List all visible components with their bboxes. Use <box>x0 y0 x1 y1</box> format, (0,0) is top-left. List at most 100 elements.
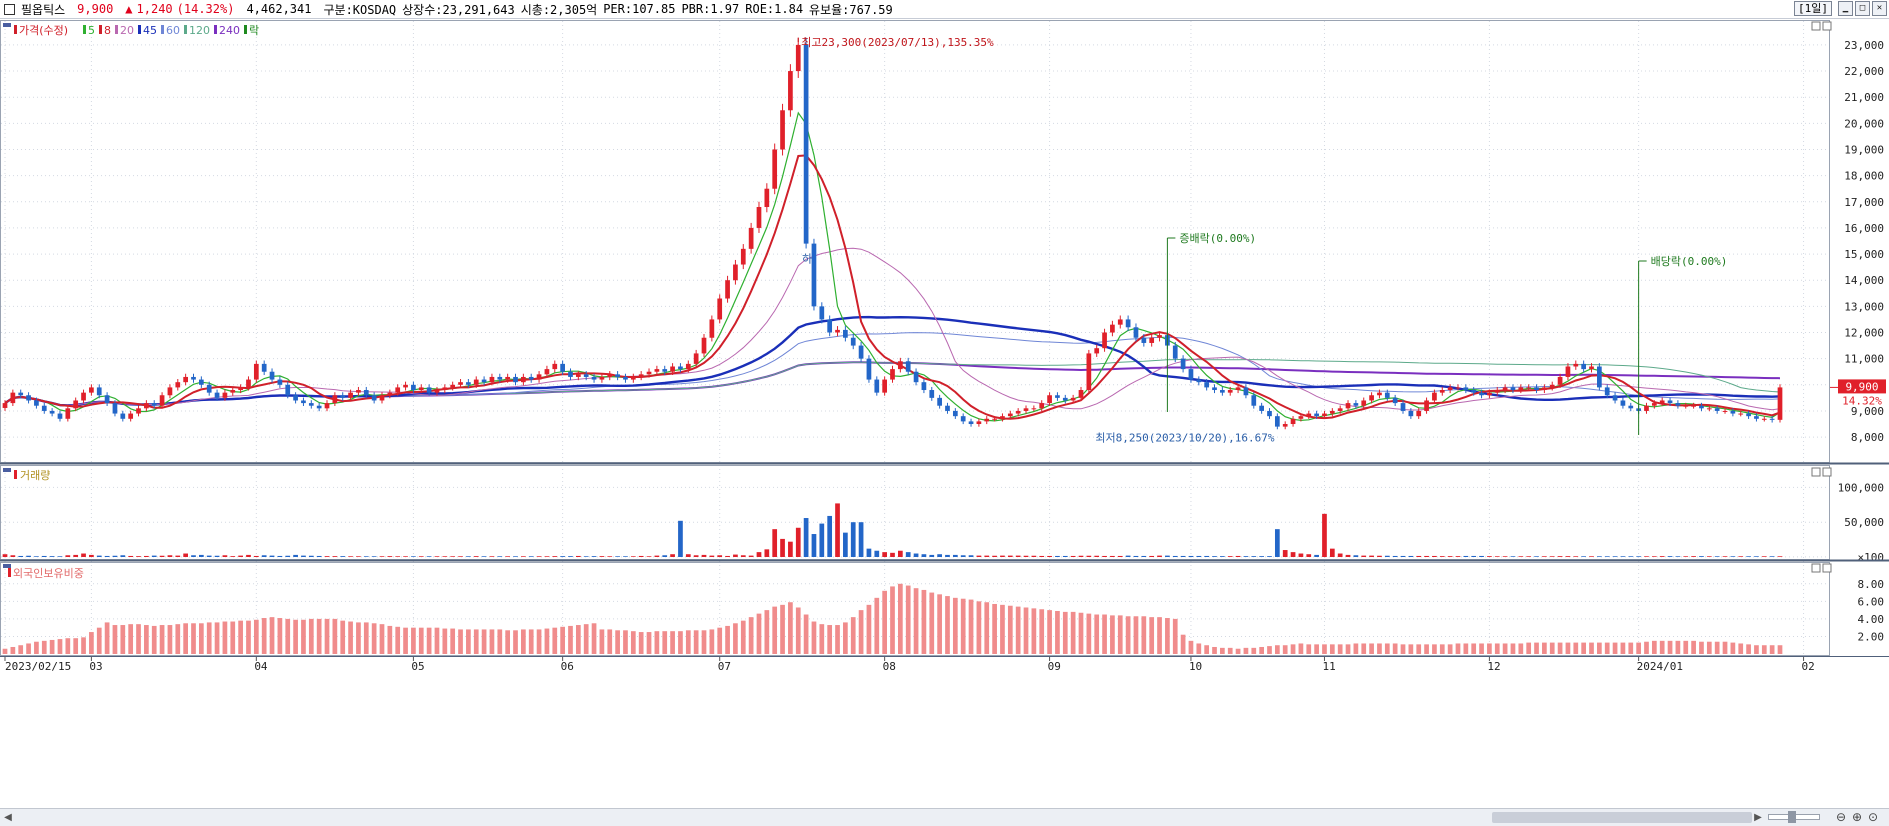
candle-body <box>442 387 448 391</box>
candle-body <box>489 376 495 383</box>
volume-bar <box>1235 555 1241 557</box>
volume-bar <box>528 556 534 557</box>
select-checkbox[interactable] <box>4 3 15 15</box>
candle-body <box>1314 413 1319 417</box>
foreign-panel-minimize-icon[interactable] <box>1811 563 1821 573</box>
candle-body <box>10 392 16 404</box>
foreign-ratio-bar <box>1738 643 1744 654</box>
chart-area[interactable]: 8,0009,00010,00011,00012,00013,00014,000… <box>0 20 1889 807</box>
foreign-ratio-bar <box>183 623 188 654</box>
candle-body <box>1597 366 1602 388</box>
zoom-slider-knob[interactable] <box>1788 811 1796 823</box>
horizontal-scrollbar[interactable]: ◀ ▶ ⊖ ⊕ ⊙ <box>0 808 1889 826</box>
candle-body <box>874 379 880 393</box>
candle-body <box>811 243 817 307</box>
zoom-in-icon[interactable]: ⊕ <box>1852 810 1863 824</box>
zoom-out-icon[interactable]: ⊖ <box>1836 810 1847 824</box>
price-legend: 가격(수정) 5 8 20 45 60 120 240 락 <box>3 23 259 37</box>
panel-minimize-icon[interactable] <box>1811 21 1821 31</box>
volume-bar <box>1455 556 1461 557</box>
volume-bar <box>1408 555 1414 557</box>
foreign-ratio-bar <box>1769 645 1775 654</box>
foreign-ratio-bar <box>395 626 401 654</box>
maximize-icon[interactable]: □ <box>1855 1 1870 16</box>
candle-body <box>1628 405 1634 409</box>
foreign-ratio-bar <box>159 625 165 654</box>
volume-bar <box>1015 555 1021 557</box>
volume-bar <box>167 555 173 557</box>
time-tick-label: 08 <box>883 660 896 673</box>
foreign-ratio-bar <box>34 641 39 654</box>
candle-body <box>1494 390 1500 393</box>
volume-bar <box>607 556 613 557</box>
volume-bar <box>568 556 573 557</box>
volume-bar <box>198 554 204 557</box>
close-icon[interactable]: ✕ <box>1872 1 1887 16</box>
foreign-ratio-bar <box>1714 641 1720 654</box>
price-tick-label: 17,000 <box>1844 196 1884 209</box>
volume-panel-minimize-icon[interactable] <box>1811 467 1821 477</box>
volume-bar <box>1612 556 1618 557</box>
volume-bar <box>18 555 24 557</box>
volume-bar <box>1589 556 1594 557</box>
volume-bar <box>623 556 628 557</box>
volume-bar <box>575 555 581 557</box>
candle-body <box>395 387 401 393</box>
foreign-ratio-bar <box>733 623 738 654</box>
volume-bar <box>81 553 86 557</box>
panel-buttons <box>1811 21 1832 573</box>
foreign-ratio-bar <box>230 621 236 654</box>
scroll-thumb[interactable] <box>1492 812 1752 823</box>
volume-bar <box>96 555 102 557</box>
period-button[interactable]: [1일] <box>1794 1 1832 16</box>
scroll-right-icon[interactable]: ▶ <box>1754 812 1762 823</box>
foreign-ratio-bar <box>615 630 620 654</box>
volume-bar <box>1117 555 1123 557</box>
candle-body <box>1117 319 1123 325</box>
candle-body <box>387 392 393 396</box>
zoom-reset-icon[interactable]: ⊙ <box>1868 810 1879 824</box>
foreign-ratio-bar <box>206 622 212 654</box>
legend-swatch <box>244 25 247 34</box>
volume-bar <box>976 555 982 557</box>
candle-body <box>151 403 157 406</box>
candle-body <box>1659 400 1665 404</box>
volume-bar <box>1722 556 1728 557</box>
candle-body <box>1306 413 1312 417</box>
volume-panel-close-icon[interactable] <box>1822 467 1832 477</box>
volume-bar <box>952 554 958 557</box>
volume-bar <box>308 555 314 557</box>
foreign-ratio-bar <box>73 638 79 654</box>
candle-body <box>1055 395 1060 398</box>
candle-body <box>230 390 236 393</box>
volume-bar <box>1487 556 1492 557</box>
volume-bar <box>1463 555 1469 557</box>
panel-close-icon[interactable] <box>1822 21 1832 31</box>
volume-bar <box>1447 556 1453 557</box>
volume-bar <box>1644 556 1649 557</box>
candle-body <box>583 374 589 377</box>
legend-swatch <box>138 25 141 34</box>
foreign-ratio-bar <box>269 617 275 654</box>
volume-bar <box>253 555 259 557</box>
foreign-ratio-bar <box>795 607 801 654</box>
candle-body <box>709 319 715 338</box>
volume-bar <box>238 555 243 557</box>
scroll-left-icon[interactable]: ◀ <box>4 812 12 823</box>
price-tick-label: 22,000 <box>1844 65 1884 78</box>
foreign-ratio-bar <box>198 623 204 654</box>
stock-name: 필옵틱스 <box>21 2 66 17</box>
candle-body <box>1007 413 1013 417</box>
price-tick-label: 18,000 <box>1844 170 1884 183</box>
volume-bar <box>992 555 997 557</box>
foreign-panel-close-icon[interactable] <box>1822 563 1832 573</box>
minimize-icon[interactable]: ▁ <box>1838 1 1853 16</box>
candle-body <box>222 392 228 398</box>
volume-bar <box>764 549 770 557</box>
chart-canvas[interactable]: 8,0009,00010,00011,00012,00013,00014,000… <box>0 20 1889 807</box>
foreign-ratio-bar <box>151 625 157 654</box>
candle-body <box>1039 403 1045 409</box>
volume-bar <box>434 556 440 557</box>
volume-bar <box>348 556 353 557</box>
volume-bar <box>293 554 298 557</box>
